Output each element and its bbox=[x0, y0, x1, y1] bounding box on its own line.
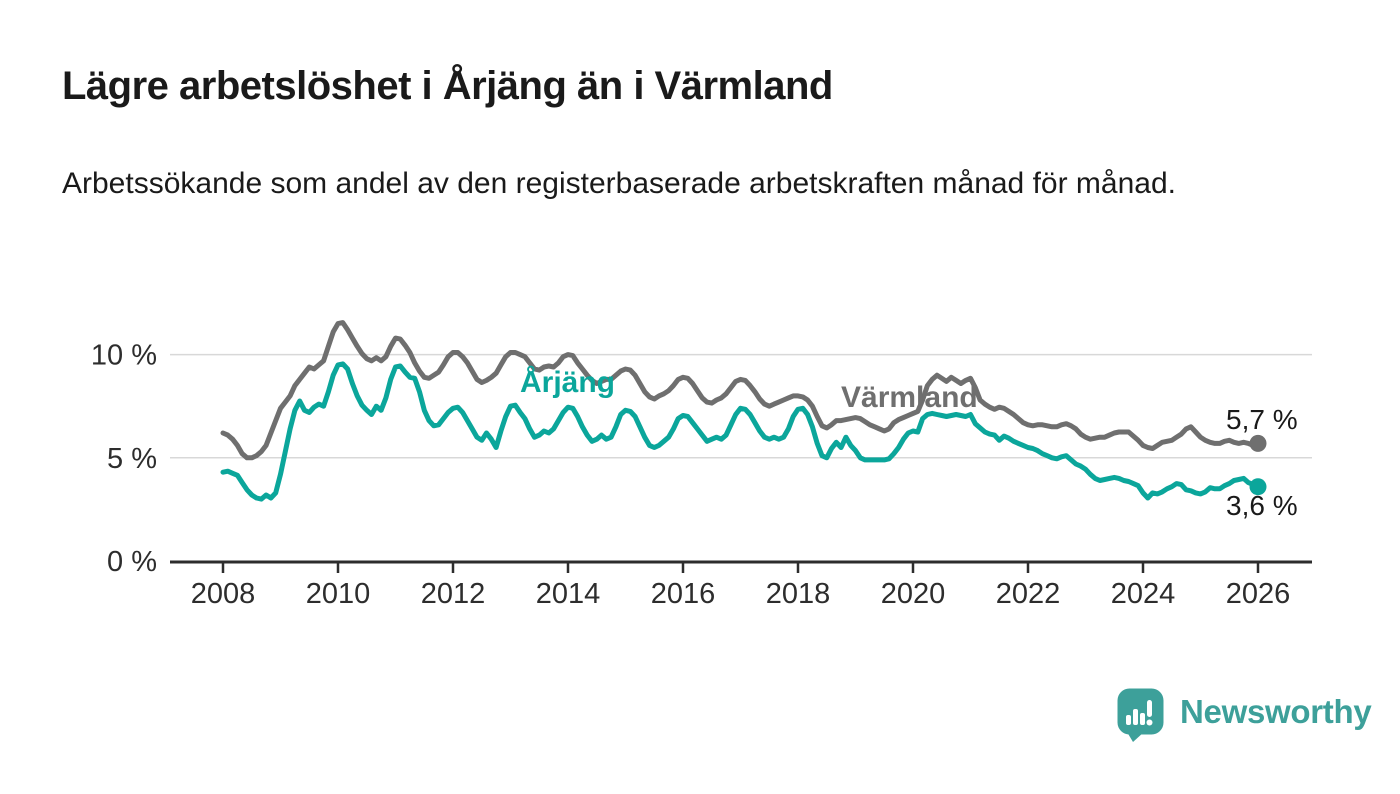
x-axis-label-2010: 2010 bbox=[306, 578, 371, 610]
series-line-värmland bbox=[220, 320, 1261, 461]
x-axis-label-2008: 2008 bbox=[191, 578, 256, 610]
brand-name: Newsworthy bbox=[1180, 693, 1372, 730]
y-axis-label-5: 5 % bbox=[107, 443, 157, 475]
x-axis-label-2014: 2014 bbox=[536, 578, 601, 610]
series-end-dot-värmland bbox=[1249, 434, 1267, 452]
series-end-dot-årjäng bbox=[1249, 478, 1267, 496]
bar-chart-speech-bubble-icon bbox=[1117, 688, 1164, 742]
x-axis-label-2026: 2026 bbox=[1226, 578, 1291, 610]
brand-footer: Newsworthy bbox=[1117, 688, 1372, 742]
series-line-årjäng bbox=[220, 361, 1261, 502]
series-label-arjang: Årjäng bbox=[520, 366, 616, 399]
x-axis-label-2022: 2022 bbox=[996, 578, 1061, 610]
x-axis-label-2018: 2018 bbox=[766, 578, 831, 610]
chart-title: Lägre arbetslöshet i Årjäng än i Värmlan… bbox=[62, 64, 833, 108]
y-axis-label-0: 0 % bbox=[107, 546, 157, 578]
x-axis-label-2012: 2012 bbox=[421, 578, 486, 610]
series-label-varmland: Värmland bbox=[841, 381, 978, 414]
end-value-varmland: 5,7 % bbox=[1226, 404, 1298, 435]
chart-subtitle: Arbetssökande som andel av den registerb… bbox=[62, 167, 1176, 200]
y-axis-label-10: 10 % bbox=[91, 340, 157, 372]
x-axis-label-2024: 2024 bbox=[1111, 578, 1176, 610]
x-axis-label-2020: 2020 bbox=[881, 578, 946, 610]
end-value-arjang: 3,6 % bbox=[1226, 490, 1298, 521]
x-axis-label-2016: 2016 bbox=[651, 578, 716, 610]
